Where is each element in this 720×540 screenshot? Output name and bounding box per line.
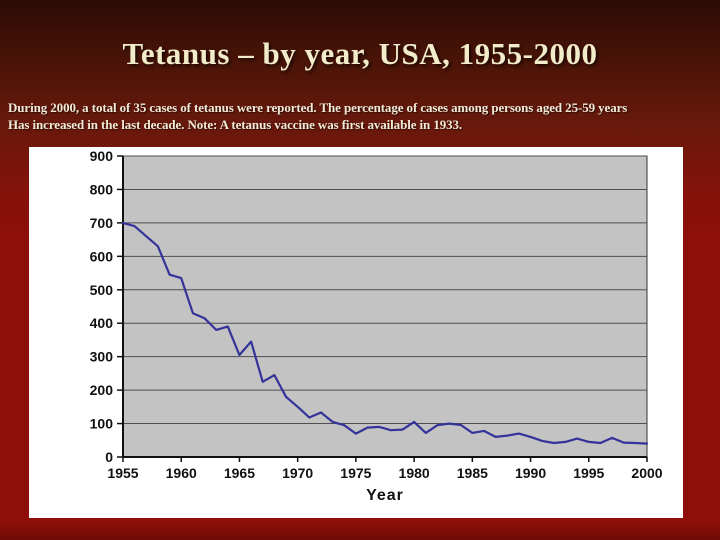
x-tick-label-1985: 1985 [457, 465, 488, 481]
slide-title: Tetanus – by year, USA, 1955-2000 [122, 36, 598, 71]
y-tick-label-900: 900 [90, 148, 114, 164]
x-tick-label-1955: 1955 [107, 465, 138, 481]
x-axis-title: Year [366, 487, 404, 504]
body-line-2: Has increased in the last decade. Note: … [8, 117, 463, 132]
x-tick-label-1995: 1995 [573, 465, 604, 481]
y-tick-label-100: 100 [90, 416, 114, 432]
x-tick-label-1965: 1965 [224, 465, 255, 481]
x-tick-label-1960: 1960 [166, 465, 197, 481]
x-tick-label-1990: 1990 [515, 465, 546, 481]
y-tick-label-500: 500 [90, 282, 114, 298]
y-tick-label-300: 300 [90, 349, 114, 365]
x-tick-label-1980: 1980 [399, 465, 430, 481]
slide-body-text: During 2000, a total of 35 cases of teta… [8, 99, 718, 133]
x-tick-label-1975: 1975 [340, 465, 371, 481]
data-series-line [121, 221, 649, 445]
y-tick-label-700: 700 [90, 215, 114, 231]
tetanus-line-chart: 0 100 200 300 400 500 600 700 800 900 1955 1960 1965… [90, 148, 663, 504]
x-tick-label-1970: 1970 [282, 465, 313, 481]
y-tick-label-600: 600 [90, 248, 114, 264]
plot-area [122, 155, 648, 458]
y-tick-label-800: 800 [90, 181, 114, 197]
body-line-1: During 2000, a total of 35 cases of teta… [8, 100, 628, 115]
x-tick-label-2000: 2000 [631, 465, 662, 481]
y-tick-label-0: 0 [105, 449, 113, 465]
chart-panel: 0 100 200 300 400 500 600 700 800 900 1955 1960 1965… [29, 147, 683, 518]
y-tick-label-400: 400 [90, 315, 114, 331]
y-tick-label-200: 200 [90, 382, 114, 398]
